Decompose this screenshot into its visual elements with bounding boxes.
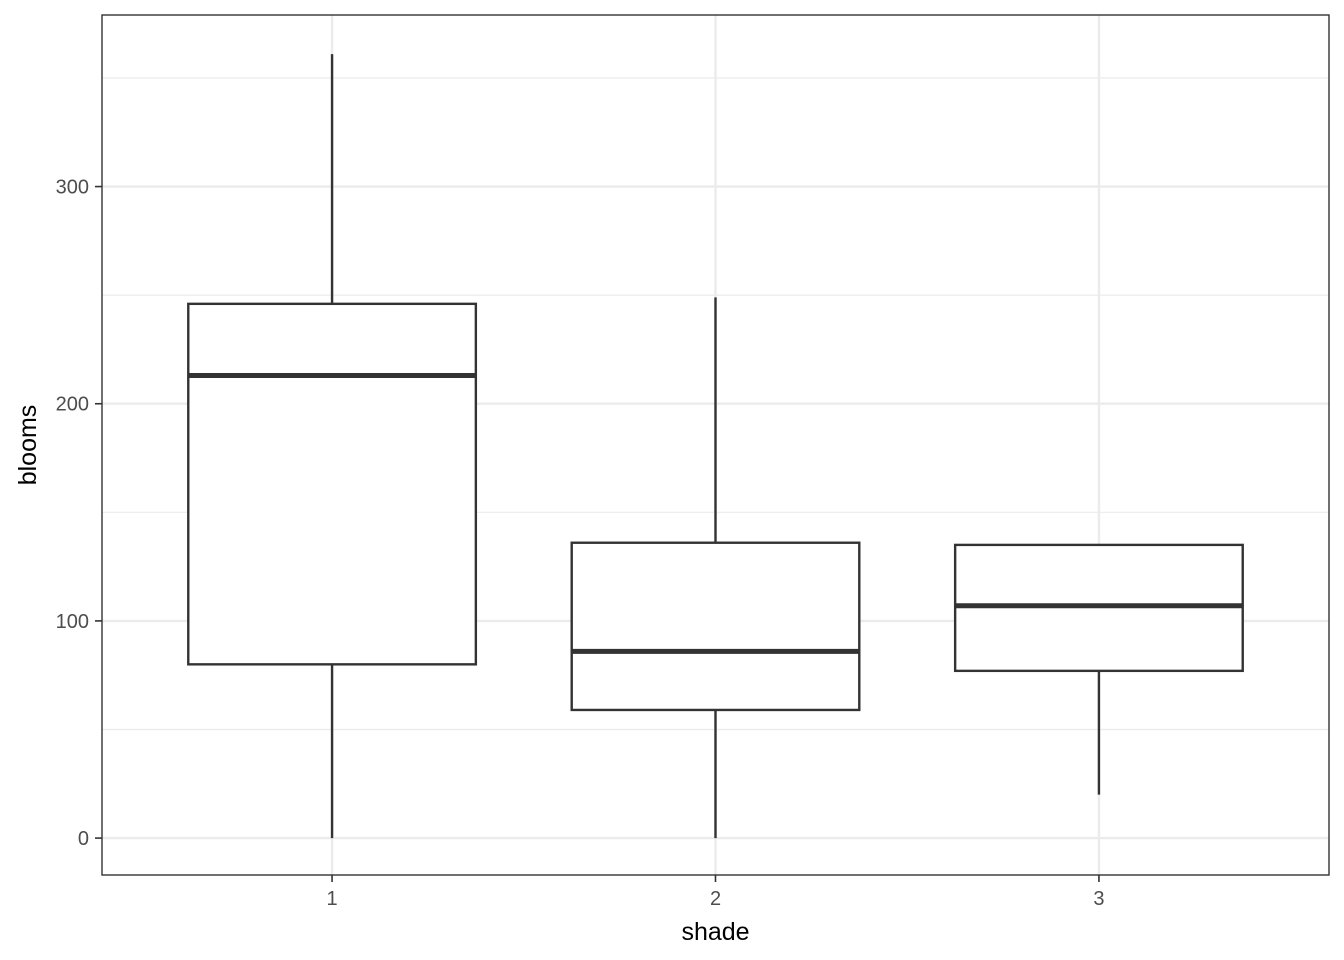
x-tick-label: 2: [710, 888, 721, 910]
box-iqr: [570, 541, 861, 712]
x-axis-title: shade: [681, 918, 749, 946]
y-tick-label: 0: [78, 828, 89, 850]
box-3: [953, 543, 1244, 795]
box-2: [570, 297, 861, 839]
boxes: [187, 54, 1244, 839]
box-iqr: [187, 302, 478, 666]
axes: 0 100 200 300 1 2 3: [56, 177, 1105, 910]
y-tick-label: 300: [56, 177, 89, 199]
y-tick-label: 200: [56, 394, 89, 416]
y-axis-title: blooms: [14, 405, 42, 486]
box-1: [187, 54, 478, 839]
x-tick-label: 3: [1093, 888, 1104, 910]
y-tick-label: 100: [56, 611, 89, 633]
x-tick-label: 1: [327, 888, 338, 910]
